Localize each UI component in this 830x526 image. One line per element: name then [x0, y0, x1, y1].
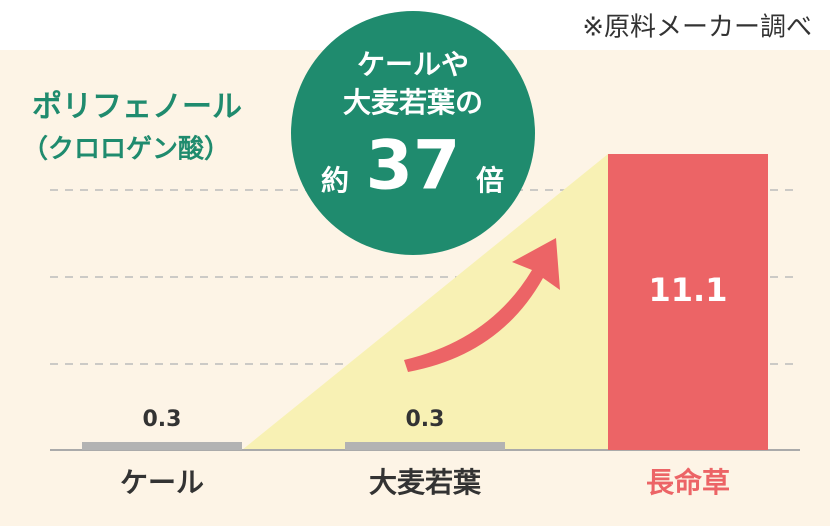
bar — [345, 442, 505, 450]
callout-line: 大麦若葉の — [343, 86, 483, 119]
value-label: 0.3 — [406, 407, 445, 432]
x-tick-label: 大麦若葉 — [369, 466, 482, 499]
bar — [608, 154, 768, 450]
growth-wedge — [242, 154, 608, 450]
callout-prefix: 約 — [321, 164, 349, 197]
chart-subtitle: （クロロゲン酸） — [22, 135, 230, 165]
callout-suffix: 倍 — [476, 164, 504, 197]
marks-layer: ケール 0.3 大麦若葉 0.3 長命草 11.1 — [82, 154, 768, 499]
x-tick-label: ケール — [120, 466, 204, 499]
chart-title: ポリフェノール — [32, 90, 242, 125]
value-label: 11.1 — [649, 271, 728, 309]
bar — [82, 442, 242, 450]
callout-circle — [291, 11, 535, 255]
x-tick-label: 長命草 — [646, 466, 730, 499]
callout-multiplier: 37 — [366, 127, 461, 206]
value-label: 0.3 — [143, 407, 182, 432]
trend-arrow — [404, 238, 560, 372]
callout-line: ケールや — [357, 48, 469, 81]
source-note: ※原料メーカー調べ — [582, 13, 812, 43]
